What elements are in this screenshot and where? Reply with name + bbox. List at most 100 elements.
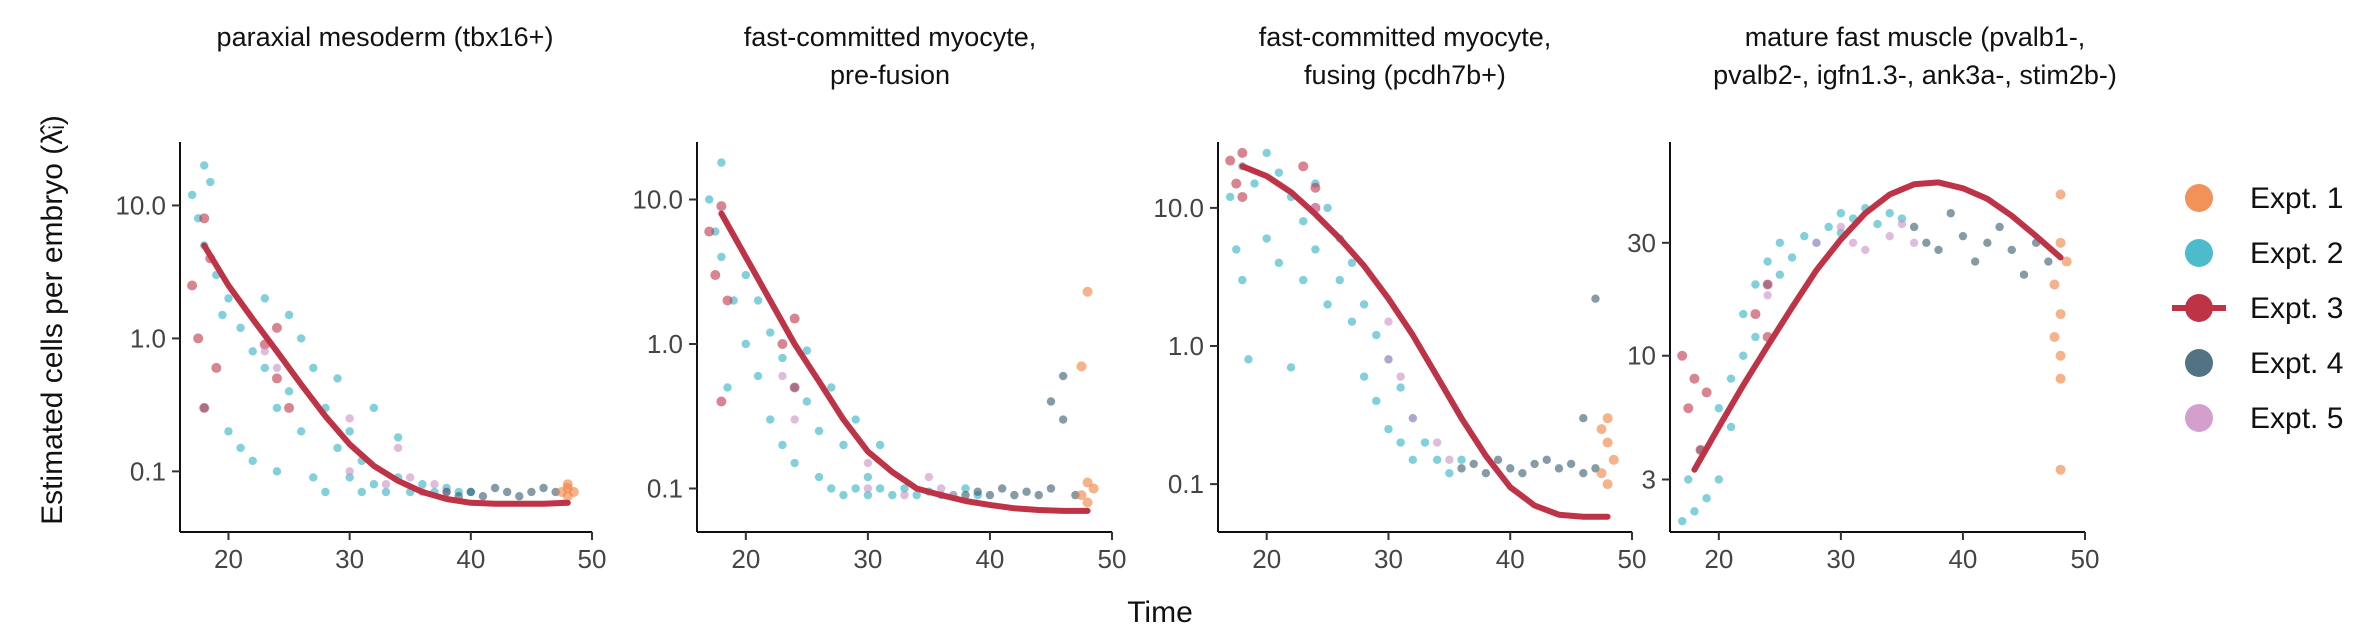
data-point (1775, 238, 1785, 248)
data-point (1787, 253, 1797, 262)
data-point (1299, 275, 1308, 285)
data-point (710, 270, 721, 281)
legend-item: Expt. 2 (2185, 237, 2343, 270)
y-tick-label: 1.0 (647, 329, 683, 359)
data-point (1286, 363, 1296, 372)
data-point (790, 458, 799, 468)
y-tick-label: 10.0 (1153, 193, 1204, 223)
data-point (333, 443, 342, 453)
data-point (284, 402, 295, 413)
data-point (766, 328, 775, 337)
data-point (1396, 383, 1405, 392)
data-point (393, 443, 403, 453)
data-point (1082, 286, 1093, 297)
data-point (1238, 275, 1247, 285)
data-point (1554, 464, 1564, 473)
legend-swatch (2185, 404, 2213, 432)
legend-swatch (2185, 184, 2213, 212)
data-point (778, 440, 787, 450)
data-point (1836, 222, 1846, 232)
data-point (1372, 396, 1381, 406)
data-point (705, 195, 714, 204)
data-point (1058, 415, 1068, 424)
data-point (236, 443, 245, 453)
data-point (2061, 256, 2072, 267)
y-tick-label: 3 (1642, 464, 1656, 494)
y-tick-label: 0.1 (647, 474, 683, 504)
data-point (2055, 350, 2066, 361)
data-point (1335, 275, 1344, 285)
data-point (369, 480, 379, 489)
data-point (381, 480, 391, 489)
data-point (1726, 422, 1736, 432)
data-point (2055, 237, 2066, 248)
fit-line (718, 210, 1091, 514)
data-point (1958, 231, 1968, 241)
data-point (2007, 245, 2016, 255)
data-point (863, 490, 873, 500)
data-point (1311, 245, 1320, 254)
data-point (1750, 309, 1761, 320)
data-point (2049, 332, 2060, 342)
data-point (333, 374, 342, 383)
panel-title-line: paraxial mesoderm (tbx16+) (217, 22, 554, 52)
data-point (248, 456, 257, 466)
data-point (515, 492, 524, 501)
data-point (224, 427, 233, 436)
data-point (1885, 209, 1894, 218)
data-point (1396, 372, 1405, 381)
data-point (248, 347, 257, 356)
data-point (717, 252, 726, 262)
data-point (1384, 317, 1393, 326)
data-point (985, 490, 995, 500)
data-point (1457, 464, 1466, 473)
x-tick-label: 50 (1618, 544, 1647, 574)
data-point (1677, 350, 1688, 361)
data-point (199, 402, 210, 413)
legend-swatch (2185, 349, 2213, 377)
data-point (1970, 257, 1980, 266)
data-point (1506, 464, 1515, 473)
data-point (1347, 258, 1357, 268)
y-tick-label: 10.0 (632, 185, 683, 215)
data-point (1602, 437, 1613, 448)
data-point (1683, 403, 1694, 414)
data-point (418, 480, 427, 489)
legend: Expt. 1 Expt. 2 Expt. 3 Expt. 4 Expt. 5 (2172, 182, 2343, 435)
panel-title-line: fast-committed myocyte, (1259, 22, 1552, 52)
panel-title-line: mature fast muscle (pvalb1-, (1745, 22, 2086, 52)
x-tick-label: 20 (1252, 544, 1281, 574)
data-point (1237, 147, 1248, 158)
legend-item: Expt. 5 (2185, 402, 2343, 435)
data-point (1445, 455, 1454, 464)
y-tick-label: 30 (1627, 228, 1656, 258)
data-point (741, 270, 751, 280)
data-point (539, 483, 548, 493)
data-point (753, 296, 763, 305)
data-point (1934, 245, 1943, 255)
data-point (1231, 178, 1242, 189)
data-point (753, 371, 763, 381)
data-point (1684, 475, 1693, 484)
data-point (260, 294, 270, 303)
data-point (1046, 484, 1056, 493)
panel-title-line: fast-committed myocyte, (744, 22, 1037, 52)
data-point (1602, 479, 1613, 490)
data-point (1384, 424, 1393, 434)
data-point (1445, 468, 1454, 478)
panels: paraxial mesoderm (tbx16+) 20 30 40 50 0.1 1.0… (115, 22, 2116, 574)
data-point (1602, 413, 1613, 424)
data-point (839, 490, 848, 500)
y-tick-label: 10 (1627, 341, 1656, 371)
data-point (1775, 270, 1785, 279)
data-point (912, 490, 921, 500)
data-point (466, 487, 476, 497)
data-point (1225, 192, 1235, 202)
data-point (741, 339, 751, 349)
data-point (2044, 257, 2053, 266)
data-point (1046, 397, 1056, 406)
data-point (863, 458, 873, 468)
data-point (814, 426, 824, 436)
x-tick-label: 50 (1098, 544, 1127, 574)
